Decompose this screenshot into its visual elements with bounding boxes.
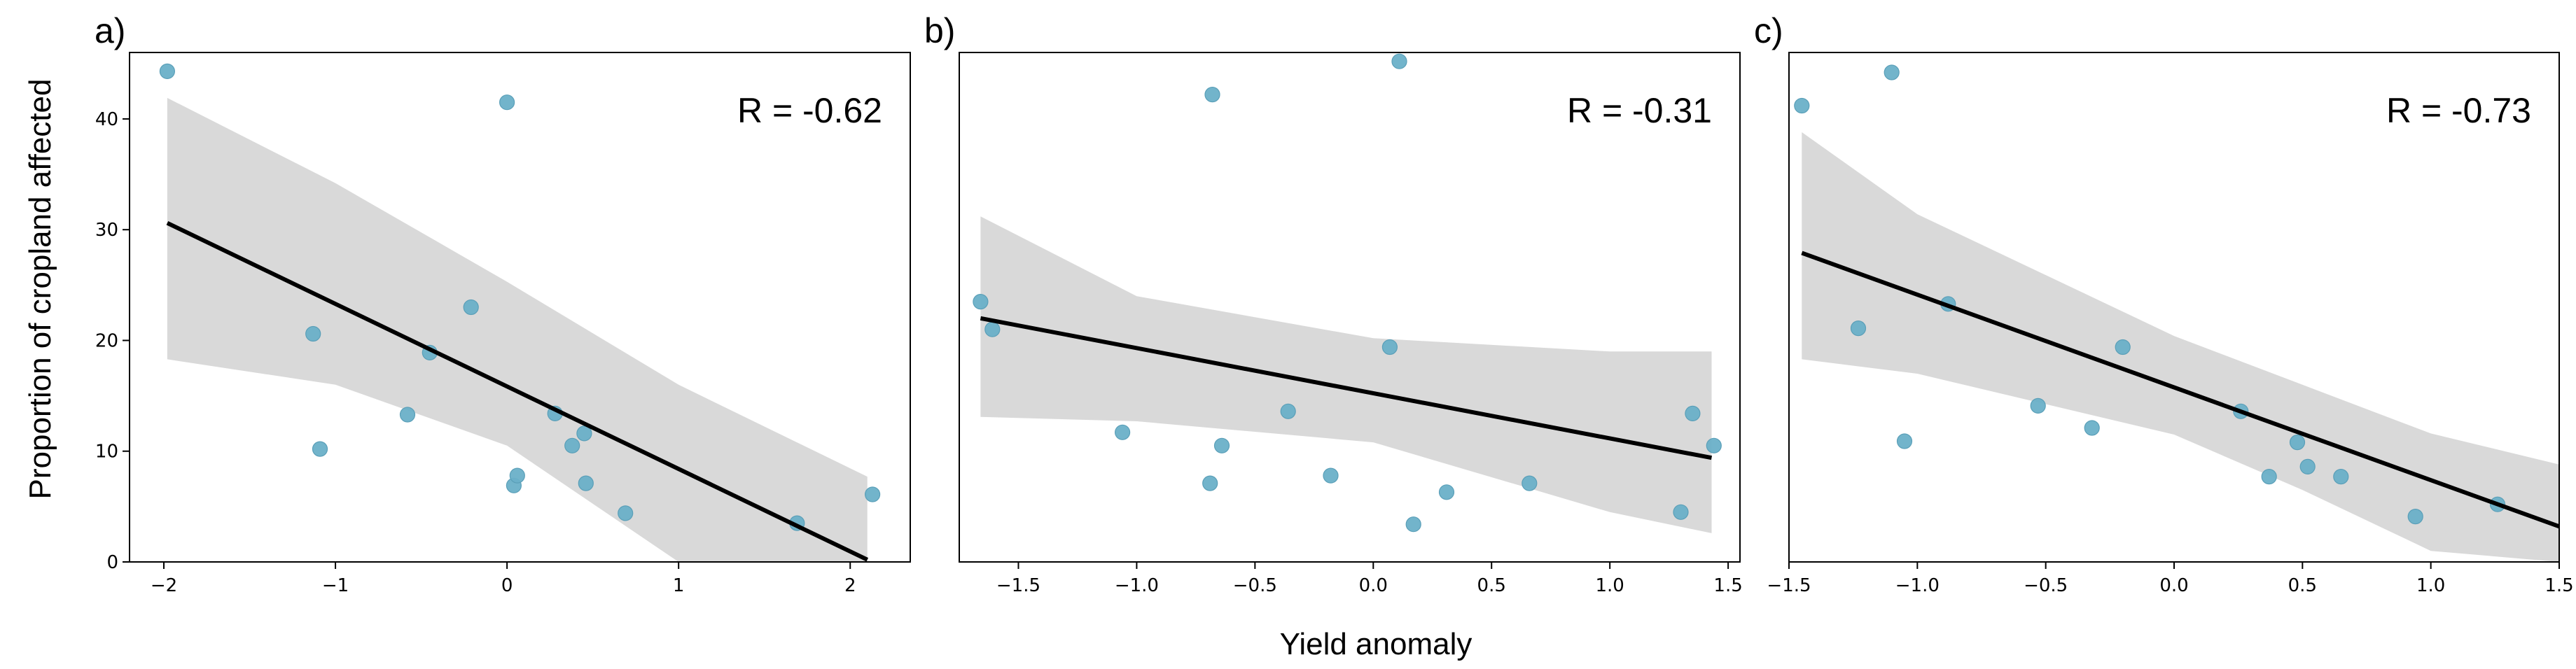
x-tick-label: 0.5 [2288, 575, 2317, 596]
data-point [576, 425, 592, 442]
correlation-annotation: R = -0.62 [737, 91, 882, 130]
plot-area-a [159, 63, 881, 562]
data-point [1204, 87, 1220, 103]
x-tick-label: −0.5 [1233, 575, 1277, 596]
data-point [499, 94, 515, 111]
data-point [1213, 437, 1230, 453]
data-point [864, 486, 881, 502]
y-tick-label: 30 [95, 220, 118, 241]
data-point [2084, 420, 2100, 436]
data-point [509, 467, 525, 484]
panel-label-b: b) [924, 11, 955, 50]
data-point [1706, 437, 1722, 453]
data-point [1391, 53, 1407, 69]
y-tick-label: 20 [95, 330, 118, 351]
panel-label-c: c) [1754, 11, 1783, 50]
data-point [1884, 64, 1900, 80]
data-point [1280, 403, 1296, 419]
x-tick-label: 0 [501, 575, 513, 596]
x-tick-label: 1.0 [2416, 575, 2445, 596]
regression-line [166, 221, 869, 562]
data-point [1673, 504, 1689, 520]
data-point [564, 437, 580, 453]
data-point [1522, 475, 1538, 491]
data-point [305, 325, 321, 342]
data-point [973, 294, 989, 310]
correlation-annotation: R = -0.31 [1567, 91, 1712, 130]
data-point [1202, 475, 1218, 491]
data-point [1685, 405, 1701, 422]
data-point [312, 441, 328, 457]
x-tick-label: 0.5 [1477, 575, 1506, 596]
x-tick-label: 0.0 [2159, 575, 2188, 596]
data-point [159, 63, 175, 80]
data-point [2289, 434, 2306, 451]
data-point [1114, 424, 1131, 440]
data-point [2407, 508, 2423, 525]
y-tick-label: 0 [106, 552, 118, 573]
data-point [1794, 97, 1810, 114]
x-tick-label: −1 [322, 575, 349, 596]
confidence-band [1802, 132, 2559, 562]
data-point [463, 299, 479, 316]
data-point [984, 321, 1001, 337]
x-tick-label: −1.5 [996, 575, 1040, 596]
data-point [1896, 433, 1913, 449]
data-point [2115, 339, 2131, 355]
confidence-band [980, 216, 1712, 533]
panel-c: −1.5 −1.0 −0.5 0.0 0.5 1.0 1.5 c) R = -0.73 [1754, 11, 2574, 596]
x-tick-label: 1 [673, 575, 685, 596]
shared-x-axis-title: Yield anomaly [1280, 627, 1473, 661]
x-tick-label: −2 [151, 575, 177, 596]
x-tick-label: 0.0 [1359, 575, 1388, 596]
axes-frame [959, 52, 1741, 563]
regression-line [1801, 251, 2559, 529]
confidence-band [167, 97, 868, 562]
x-tick-label: −1.0 [1115, 575, 1159, 596]
x-tick-label: 1.0 [1595, 575, 1624, 596]
data-point [2261, 468, 2277, 485]
data-point [1850, 321, 1867, 337]
x-tick-label: 1.5 [2544, 575, 2573, 596]
panel-label-a: a) [95, 11, 125, 50]
x-tick-label: −1.0 [1895, 575, 1940, 596]
x-tick-label: −1.5 [1767, 575, 1811, 596]
y-tick-label: 40 [95, 109, 118, 130]
data-point [2299, 458, 2316, 475]
shared-y-axis-title: Proportion of cropland affected [23, 79, 57, 500]
data-point [1323, 467, 1339, 484]
data-point [578, 475, 594, 491]
data-point [1405, 516, 1421, 533]
axes-frame [129, 52, 911, 563]
correlation-annotation: R = -0.73 [2386, 91, 2531, 130]
x-tick-label: −0.5 [2024, 575, 2068, 596]
data-point [618, 505, 634, 521]
data-point [399, 407, 416, 423]
y-tick-label: 10 [95, 442, 118, 463]
plot-area-c [1794, 64, 2559, 562]
data-point [1381, 339, 1398, 355]
data-point [2333, 468, 2349, 485]
plot-area-b [973, 53, 1722, 533]
data-point [1438, 484, 1455, 500]
data-point [2030, 397, 2046, 414]
regression-line [980, 316, 1713, 460]
x-tick-label: 1.5 [1713, 575, 1742, 596]
panel-b: −1.5 −1.0 −0.5 0.0 0.5 1.0 1.5 b) R = -0.31 [924, 11, 1743, 596]
x-tick-label: 2 [844, 575, 856, 596]
